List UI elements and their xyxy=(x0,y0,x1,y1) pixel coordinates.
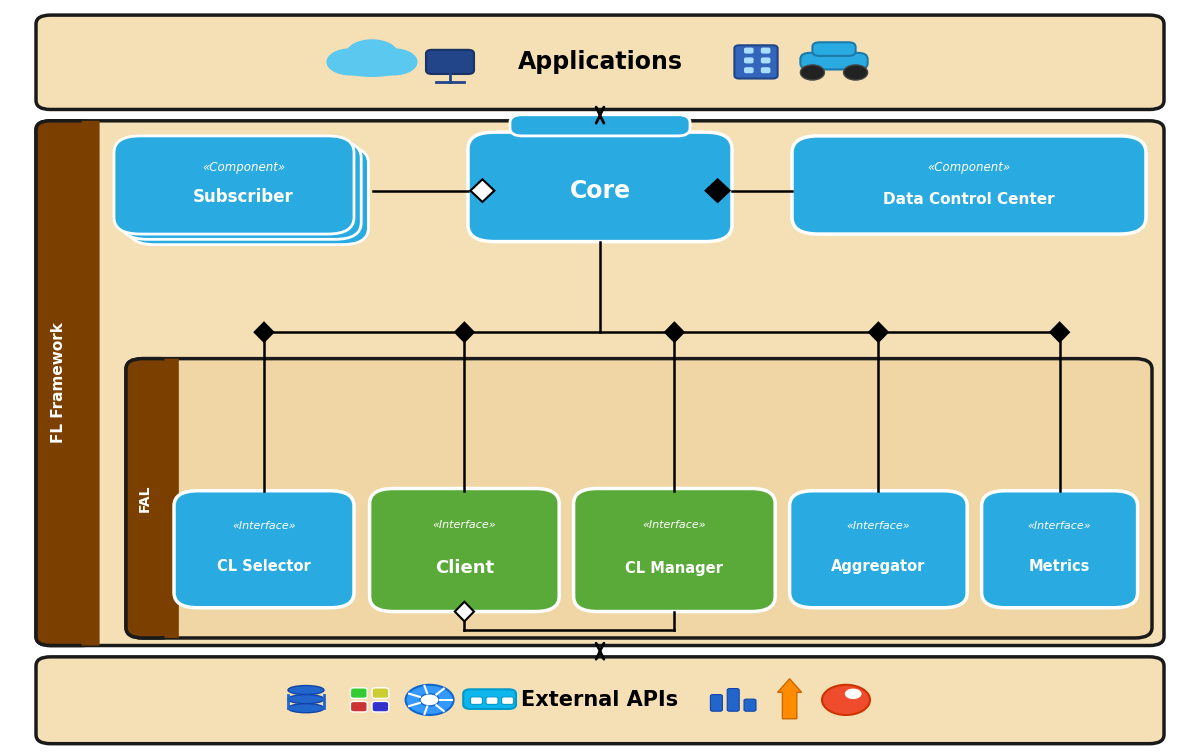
FancyBboxPatch shape xyxy=(82,121,100,646)
Polygon shape xyxy=(1050,322,1069,342)
Polygon shape xyxy=(455,322,474,342)
FancyBboxPatch shape xyxy=(502,697,514,704)
Ellipse shape xyxy=(288,695,324,704)
Text: FL Framework: FL Framework xyxy=(52,322,66,443)
FancyBboxPatch shape xyxy=(128,146,368,245)
FancyBboxPatch shape xyxy=(370,488,559,612)
FancyBboxPatch shape xyxy=(792,136,1146,234)
FancyBboxPatch shape xyxy=(372,701,389,712)
Text: «Interface»: «Interface» xyxy=(1027,521,1092,531)
Text: FAL: FAL xyxy=(138,485,152,512)
FancyBboxPatch shape xyxy=(121,141,361,239)
FancyBboxPatch shape xyxy=(114,136,354,234)
Polygon shape xyxy=(706,180,730,202)
FancyBboxPatch shape xyxy=(734,45,778,79)
FancyBboxPatch shape xyxy=(36,657,1164,744)
Text: CL Selector: CL Selector xyxy=(217,559,311,575)
Text: Core: Core xyxy=(570,179,630,202)
FancyBboxPatch shape xyxy=(812,42,856,56)
FancyBboxPatch shape xyxy=(761,48,770,54)
Text: CL Manager: CL Manager xyxy=(625,561,724,576)
FancyBboxPatch shape xyxy=(486,697,498,704)
FancyBboxPatch shape xyxy=(174,491,354,608)
FancyBboxPatch shape xyxy=(744,699,756,711)
Ellipse shape xyxy=(288,686,324,695)
FancyBboxPatch shape xyxy=(761,57,770,63)
FancyBboxPatch shape xyxy=(800,53,868,69)
Circle shape xyxy=(844,65,868,80)
Text: Metrics: Metrics xyxy=(1028,559,1091,575)
Polygon shape xyxy=(778,679,802,719)
FancyBboxPatch shape xyxy=(164,359,179,638)
FancyBboxPatch shape xyxy=(126,359,176,638)
Text: «Component»: «Component» xyxy=(928,161,1010,174)
Polygon shape xyxy=(869,322,888,342)
FancyBboxPatch shape xyxy=(426,50,474,74)
Circle shape xyxy=(406,685,454,715)
FancyBboxPatch shape xyxy=(727,689,739,711)
FancyBboxPatch shape xyxy=(126,359,1152,638)
Text: «Interface»: «Interface» xyxy=(846,521,911,531)
Polygon shape xyxy=(455,602,474,621)
FancyBboxPatch shape xyxy=(36,15,1164,109)
FancyBboxPatch shape xyxy=(36,121,1164,646)
Circle shape xyxy=(845,689,862,699)
Text: «Interface»: «Interface» xyxy=(642,520,707,531)
Ellipse shape xyxy=(346,39,398,69)
FancyBboxPatch shape xyxy=(744,57,754,63)
Polygon shape xyxy=(665,322,684,342)
FancyBboxPatch shape xyxy=(468,132,732,242)
FancyBboxPatch shape xyxy=(744,67,754,73)
FancyBboxPatch shape xyxy=(761,67,770,73)
Text: Subscriber: Subscriber xyxy=(193,188,294,206)
Text: Applications: Applications xyxy=(517,50,683,74)
FancyBboxPatch shape xyxy=(470,697,482,704)
FancyBboxPatch shape xyxy=(372,688,389,698)
FancyBboxPatch shape xyxy=(463,689,516,709)
FancyBboxPatch shape xyxy=(710,695,722,711)
Ellipse shape xyxy=(370,48,418,76)
Ellipse shape xyxy=(336,54,408,77)
FancyBboxPatch shape xyxy=(350,701,367,712)
FancyBboxPatch shape xyxy=(510,115,690,136)
Ellipse shape xyxy=(288,704,324,713)
FancyBboxPatch shape xyxy=(574,488,775,612)
Circle shape xyxy=(822,685,870,715)
FancyBboxPatch shape xyxy=(744,48,754,54)
Polygon shape xyxy=(254,322,274,342)
Text: «Interface»: «Interface» xyxy=(432,520,497,531)
FancyBboxPatch shape xyxy=(36,121,96,646)
Circle shape xyxy=(800,65,824,80)
Text: Data Control Center: Data Control Center xyxy=(883,193,1055,207)
FancyBboxPatch shape xyxy=(982,491,1138,608)
Text: External APIs: External APIs xyxy=(522,690,678,710)
FancyBboxPatch shape xyxy=(790,491,967,608)
Circle shape xyxy=(420,694,439,706)
Text: «Interface»: «Interface» xyxy=(232,521,296,531)
Text: Aggregator: Aggregator xyxy=(832,559,925,575)
Polygon shape xyxy=(470,180,494,202)
Text: Client: Client xyxy=(434,559,494,578)
Text: «Component»: «Component» xyxy=(202,161,286,174)
Ellipse shape xyxy=(326,48,374,76)
FancyBboxPatch shape xyxy=(350,688,367,698)
